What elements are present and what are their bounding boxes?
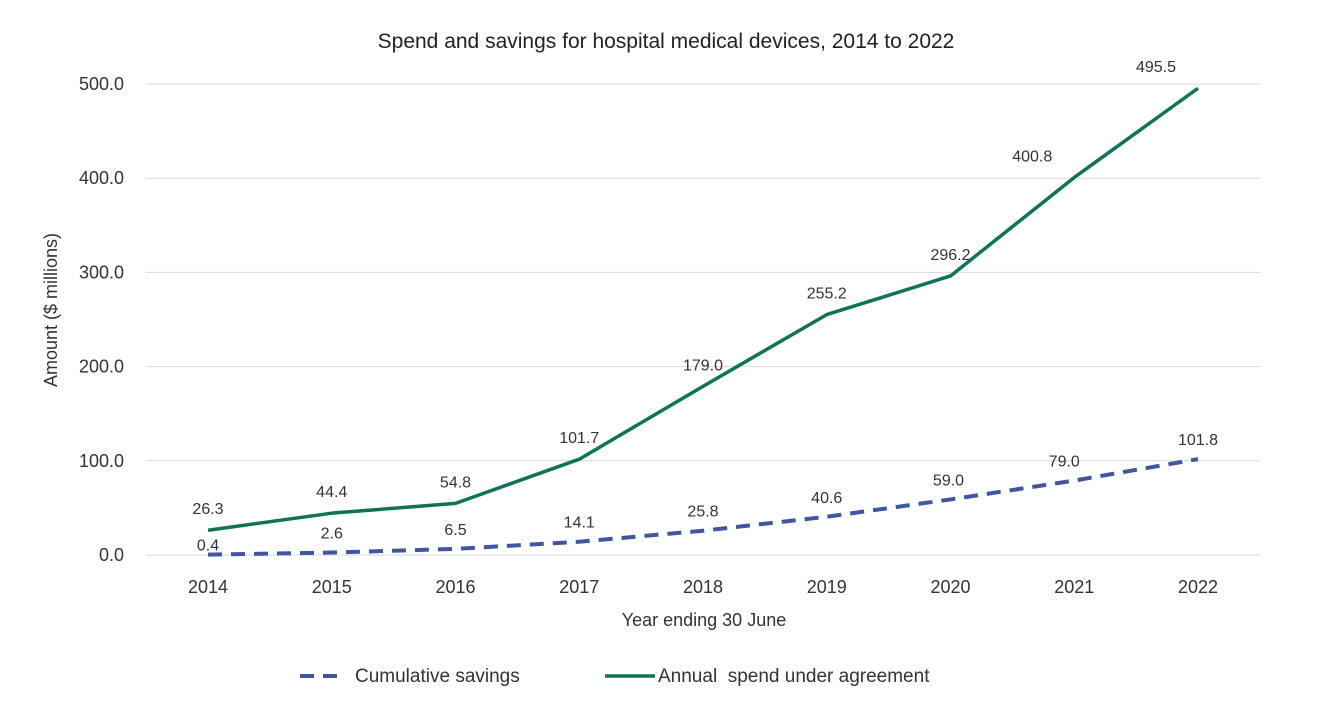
data-label: 40.6 (811, 490, 842, 507)
x-axis-label: Year ending 30 June (622, 610, 786, 630)
chart-title: Spend and savings for hospital medical d… (378, 30, 955, 53)
data-label: 101.7 (559, 430, 599, 447)
data-label: 495.5 (1136, 59, 1176, 76)
data-label: 26.3 (192, 501, 223, 518)
series-lines (207, 86, 1200, 557)
y-axis-label: Amount ($ millions) (41, 233, 61, 387)
legend-label-cumulative-savings: Cumulative savings (355, 666, 520, 687)
legend: Cumulative savings Annual spend under ag… (300, 666, 930, 687)
data-label: 14.1 (564, 515, 595, 532)
x-tick-label: 2020 (930, 577, 970, 597)
data-label: 2.6 (321, 526, 343, 543)
series-line-annual-spend (207, 86, 1200, 532)
y-axis-ticks: 0.0 100.0 200.0 300.0 400.0 500.0 (79, 74, 124, 565)
x-tick-label: 2015 (312, 577, 352, 597)
legend-label-annual-spend: Annual spend under agreement (658, 666, 930, 687)
x-tick-label: 2021 (1054, 577, 1094, 597)
x-tick-label: 2018 (683, 577, 723, 597)
data-label: 25.8 (687, 504, 718, 521)
data-label: 44.4 (316, 484, 347, 501)
y-tick-label: 100.0 (79, 451, 124, 471)
x-tick-label: 2016 (435, 577, 475, 597)
data-label: 400.8 (1012, 148, 1052, 165)
x-tick-label: 2022 (1178, 577, 1218, 597)
data-label: 79.0 (1049, 454, 1080, 471)
data-label: 255.2 (807, 286, 847, 303)
x-tick-label: 2019 (807, 577, 847, 597)
data-labels: 0.4 2.6 6.5 14.1 25.8 40.6 59.0 79.0 101.8 26.3 44… (192, 59, 1218, 554)
y-tick-label: 0.0 (99, 545, 124, 565)
data-label: 6.5 (444, 522, 466, 539)
y-tick-label: 500.0 (79, 74, 124, 94)
y-tick-label: 400.0 (79, 168, 124, 188)
data-label: 179.0 (683, 357, 723, 374)
data-label: 101.8 (1178, 432, 1218, 449)
x-axis-ticks: 2014 2015 2016 2017 2018 2019 2020 2021 2022 (188, 577, 1218, 597)
data-label: 59.0 (933, 472, 964, 489)
x-tick-label: 2014 (188, 577, 228, 597)
x-tick-label: 2017 (559, 577, 599, 597)
data-label: 54.8 (440, 474, 471, 491)
series-line-cumulative-savings (207, 457, 1199, 557)
y-tick-label: 300.0 (79, 262, 124, 282)
y-tick-label: 200.0 (79, 357, 124, 377)
data-label: 0.4 (197, 538, 219, 555)
data-label: 296.2 (930, 247, 970, 264)
gridlines (146, 83, 1260, 556)
